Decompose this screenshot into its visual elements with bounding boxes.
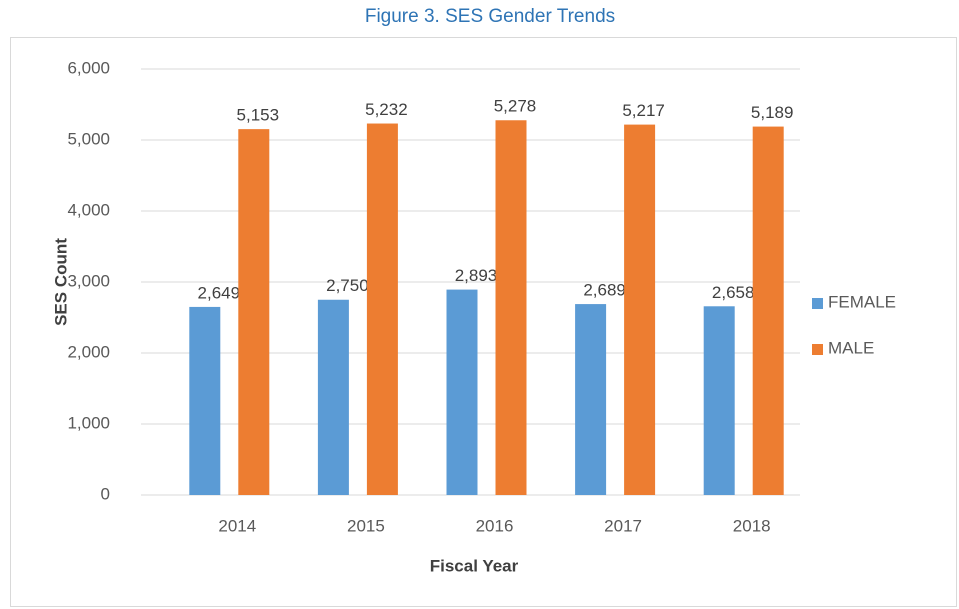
legend-swatch	[812, 344, 823, 355]
y-axis-label: SES Count	[51, 238, 70, 326]
bar	[575, 304, 607, 495]
y-tick-label: 6,000	[67, 58, 110, 77]
bar	[752, 126, 784, 496]
x-tick-label: 2014	[218, 516, 256, 535]
y-tick-label: 4,000	[67, 200, 110, 219]
chart-border	[10, 37, 957, 607]
bar	[189, 306, 221, 495]
value-label: 2,689	[583, 281, 626, 300]
value-label: 2,750	[326, 276, 369, 295]
value-label: 2,893	[455, 266, 498, 285]
y-tick-label: 5,000	[67, 129, 110, 148]
x-tick-label: 2015	[347, 516, 385, 535]
bar	[495, 120, 527, 496]
x-axis-label: Fiscal Year	[430, 556, 519, 575]
bar	[446, 289, 478, 495]
y-tick-label: 2,000	[67, 342, 110, 361]
legend-label: FEMALE	[828, 292, 896, 311]
value-label: 2,649	[198, 283, 241, 302]
value-label: 5,189	[751, 103, 794, 122]
value-label: 5,153	[237, 106, 280, 125]
value-label: 5,217	[622, 101, 665, 120]
chart-title: Figure 3. SES Gender Trends	[365, 6, 615, 27]
y-tick-label: 0	[101, 484, 110, 503]
value-label: 5,278	[494, 97, 537, 116]
value-label: 2,658	[712, 283, 755, 302]
value-label: 5,232	[365, 100, 408, 119]
legend-swatch	[812, 298, 823, 309]
bar	[238, 129, 270, 495]
bar	[366, 123, 398, 495]
y-tick-label: 3,000	[67, 271, 110, 290]
x-tick-label: 2016	[476, 516, 514, 535]
bar	[317, 299, 349, 495]
x-tick-label: 2017	[604, 516, 642, 535]
bar	[703, 306, 735, 495]
bar	[624, 124, 656, 495]
legend-label: MALE	[828, 338, 874, 357]
y-tick-label: 1,000	[67, 413, 110, 432]
x-tick-label: 2018	[733, 516, 771, 535]
